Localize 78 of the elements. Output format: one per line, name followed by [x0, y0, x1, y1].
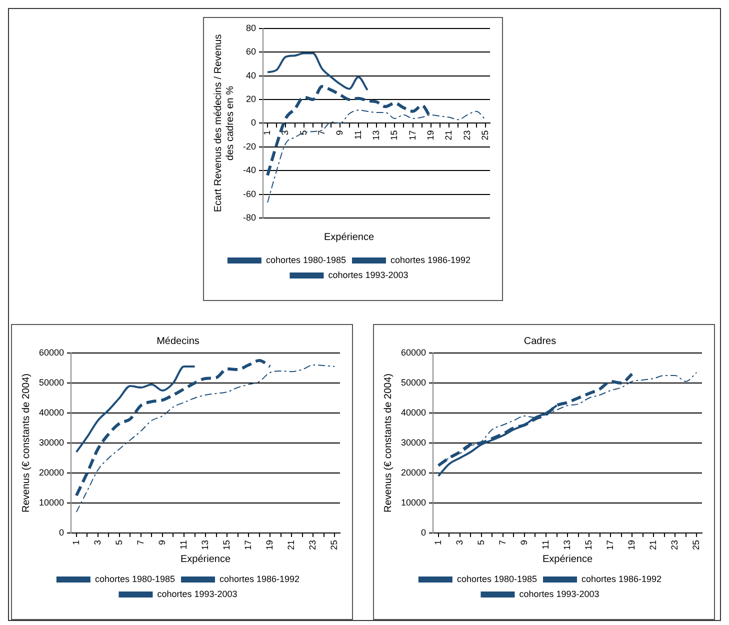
y-tick-label: 80 — [246, 22, 256, 33]
x-tick-label: 17 — [605, 540, 616, 550]
y-tick-label: 40000 — [38, 407, 64, 418]
x-tick-label: 21 — [648, 540, 658, 550]
legend-label: cohortes 1993-2003 — [328, 270, 408, 280]
x-axis-title: Expérience — [324, 232, 374, 243]
x-tick-label: 5 — [114, 540, 124, 546]
x-tick-label: 19 — [425, 130, 436, 140]
x-tick-label: 11 — [178, 540, 188, 550]
x-axis-title: Expérience — [180, 554, 231, 565]
x-tick-label: 1 — [70, 540, 81, 546]
x-tick-label: 15 — [222, 540, 232, 550]
y-tick-label: 60000 — [38, 347, 64, 358]
y-tick-label: -80 — [242, 212, 256, 222]
x-tick-label: 11 — [352, 130, 363, 140]
x-tick-label: 13 — [562, 540, 572, 550]
x-tick-label: 21 — [444, 130, 454, 140]
legend-label: cohortes 1993-2003 — [157, 588, 238, 599]
x-tick-label: 23 — [308, 540, 318, 550]
x-tick-label: 17 — [407, 130, 418, 140]
y-axis-title: Revenus (€ constants de 2004) — [382, 374, 394, 512]
y-tick-label: 40 — [246, 70, 256, 80]
x-tick-label: 17 — [243, 540, 254, 550]
x-tick-label: 7 — [497, 540, 508, 546]
x-tick-label: 3 — [92, 540, 102, 546]
legend-label: cohortes 1986-1992 — [220, 574, 300, 584]
y-tick-label: -40 — [242, 165, 256, 176]
y-tick-label: 0 — [421, 527, 426, 538]
x-tick-label: 1 — [432, 540, 443, 546]
y-tick-label: -20 — [242, 141, 256, 152]
y-tick-label: 20000 — [38, 467, 64, 478]
y-tick-label: 50000 — [400, 377, 426, 388]
x-tick-label: 15 — [389, 130, 400, 140]
x-tick-label: 1 — [262, 130, 272, 136]
x-tick-label: 25 — [691, 540, 702, 550]
legend-label: cohortes 1986-1992 — [390, 254, 471, 265]
y-axis-title: Ecart Revenus des médecins / Revenus des cadres en % — [212, 34, 236, 212]
x-tick-label: 9 — [334, 130, 345, 136]
y-tick-label: 30000 — [38, 437, 64, 448]
y-tick-label: 0 — [250, 118, 256, 128]
x-tick-label: 11 — [540, 540, 550, 550]
y-axis-title: Revenus (€ constants de 2004) — [20, 374, 32, 512]
x-tick-label: 23 — [462, 130, 472, 140]
y-tick-label: 60 — [246, 46, 256, 57]
chart-title: Cadres — [524, 336, 556, 347]
x-tick-label: 7 — [316, 130, 327, 136]
y-tick-label: 0 — [59, 527, 64, 538]
y-tick-label: 10000 — [38, 497, 64, 508]
legend-label: cohortes 1980-1985 — [266, 254, 346, 265]
y-tick-label: 50000 — [38, 377, 64, 388]
x-tick-label: 7 — [135, 540, 146, 546]
y-tick-label: 20 — [246, 94, 256, 104]
x-tick-label: 3 — [454, 540, 464, 546]
legend-label: cohortes 1986-1992 — [582, 574, 662, 584]
x-tick-label: 25 — [329, 540, 340, 550]
legend-label: cohortes 1980-1985 — [94, 574, 176, 584]
x-tick-label: 19 — [264, 540, 275, 550]
legend-label: cohortes 1993-2003 — [519, 588, 600, 599]
x-tick-label: 13 — [200, 540, 210, 550]
legend-label: cohortes 1980-1985 — [456, 574, 538, 584]
y-tick-label: 20000 — [400, 467, 426, 478]
y-tick-label: 60000 — [400, 347, 426, 358]
y-tick-label: 10000 — [400, 497, 426, 508]
y-tick-label: 30000 — [400, 437, 426, 448]
x-tick-label: 23 — [670, 540, 680, 550]
y-tick-label: 40000 — [400, 407, 426, 418]
x-tick-label: 5 — [476, 540, 486, 546]
x-axis-title: Expérience — [542, 554, 593, 565]
x-tick-label: 25 — [480, 130, 490, 140]
y-tick-label: -60 — [242, 188, 256, 199]
x-tick-label: 9 — [518, 540, 529, 546]
x-tick-label: 9 — [156, 540, 167, 546]
x-tick-label: 21 — [286, 540, 296, 550]
x-tick-label: 3 — [280, 130, 290, 136]
x-tick-label: 19 — [626, 540, 637, 550]
x-tick-label: 13 — [370, 130, 381, 140]
chart-title: Médecins — [156, 336, 200, 347]
x-tick-label: 15 — [584, 540, 594, 550]
